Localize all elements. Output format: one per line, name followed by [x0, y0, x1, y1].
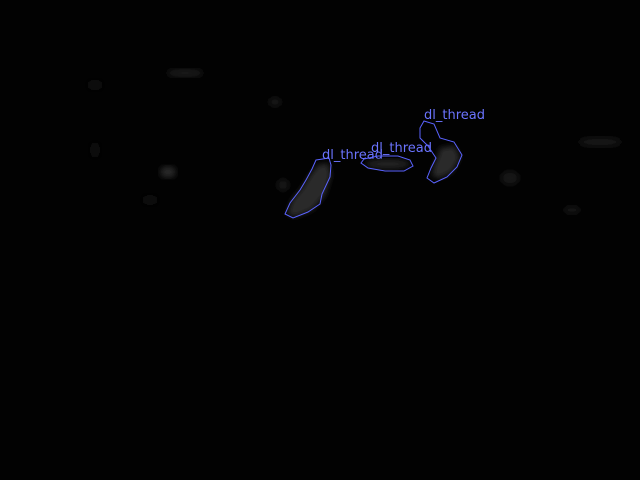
thread-object-3: dl_thread: [419, 108, 485, 184]
thread-object-1: dl_thread: [284, 148, 383, 219]
thread-object-2: dl_thread: [360, 141, 432, 172]
background-noise: [85, 69, 622, 214]
thread-outline-2: [360, 155, 414, 172]
thread-label-3: dl_thread: [424, 108, 485, 123]
thread-outline-1: [284, 157, 332, 219]
thread-label-2: dl_thread: [371, 141, 432, 156]
thread-label-1: dl_thread: [322, 148, 383, 163]
thread-outline-3: [419, 120, 463, 184]
